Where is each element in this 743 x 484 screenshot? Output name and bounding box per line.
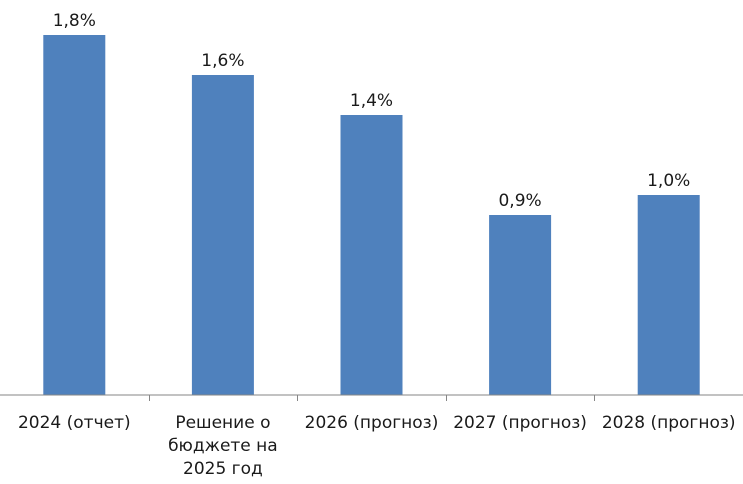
value-label-1: 1,6% [201,51,244,71]
tick-label-2: 2026 (прогноз) [305,413,439,433]
bars-group [43,35,700,395]
x-axis-tick-labels: 2024 (отчет) Решение о бюджете на 2025 год 2… [18,413,736,479]
bar-3 [489,215,552,395]
tick-label-4: 2028 (прогноз) [602,413,736,433]
bar-1 [191,75,254,395]
bar-0 [43,35,106,395]
value-label-4: 1,0% [647,171,690,191]
value-label-0: 1,8% [53,11,96,31]
tick-label-3: 2027 (прогноз) [453,413,587,433]
value-label-2: 1,4% [350,91,393,111]
value-labels-group: 1,8% 1,6% 1,4% 0,9% 1,0% [53,11,691,211]
bar-2 [340,115,403,395]
tick-label-1: Решение о бюджете на 2025 год [168,413,278,479]
x-axis-ticks [149,395,595,401]
tick-label-0: 2024 (отчет) [18,413,131,433]
bar-4 [637,195,700,395]
value-label-3: 0,9% [498,191,541,211]
